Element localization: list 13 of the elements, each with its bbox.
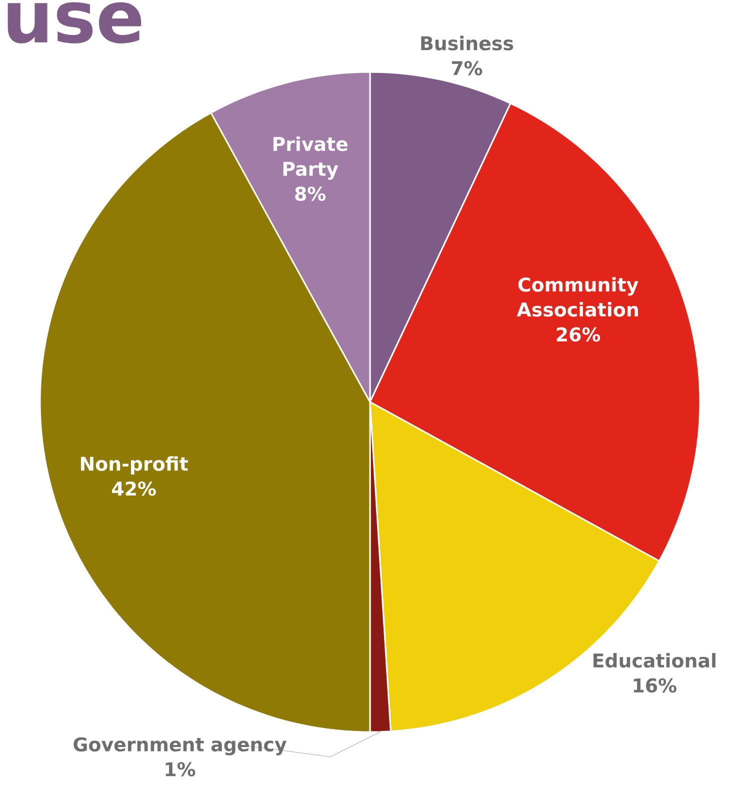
slice-label: Government agency <box>74 737 286 756</box>
slice-label: Business <box>421 36 514 50</box>
chart-title: use <box>8 2 142 44</box>
slice-label: Non-profit <box>80 456 188 475</box>
data-label: 7% <box>452 61 482 76</box>
data-label: 1% <box>166 762 196 776</box>
data-label: 26% <box>556 327 600 342</box>
data-label: 42% <box>112 481 156 496</box>
slice-label: Community Association <box>516 277 638 317</box>
data-label: 8% <box>295 186 326 201</box>
slice-label: Educational <box>594 653 716 668</box>
slice-label: Private Party <box>273 136 348 180</box>
data-label: 16% <box>634 678 676 693</box>
